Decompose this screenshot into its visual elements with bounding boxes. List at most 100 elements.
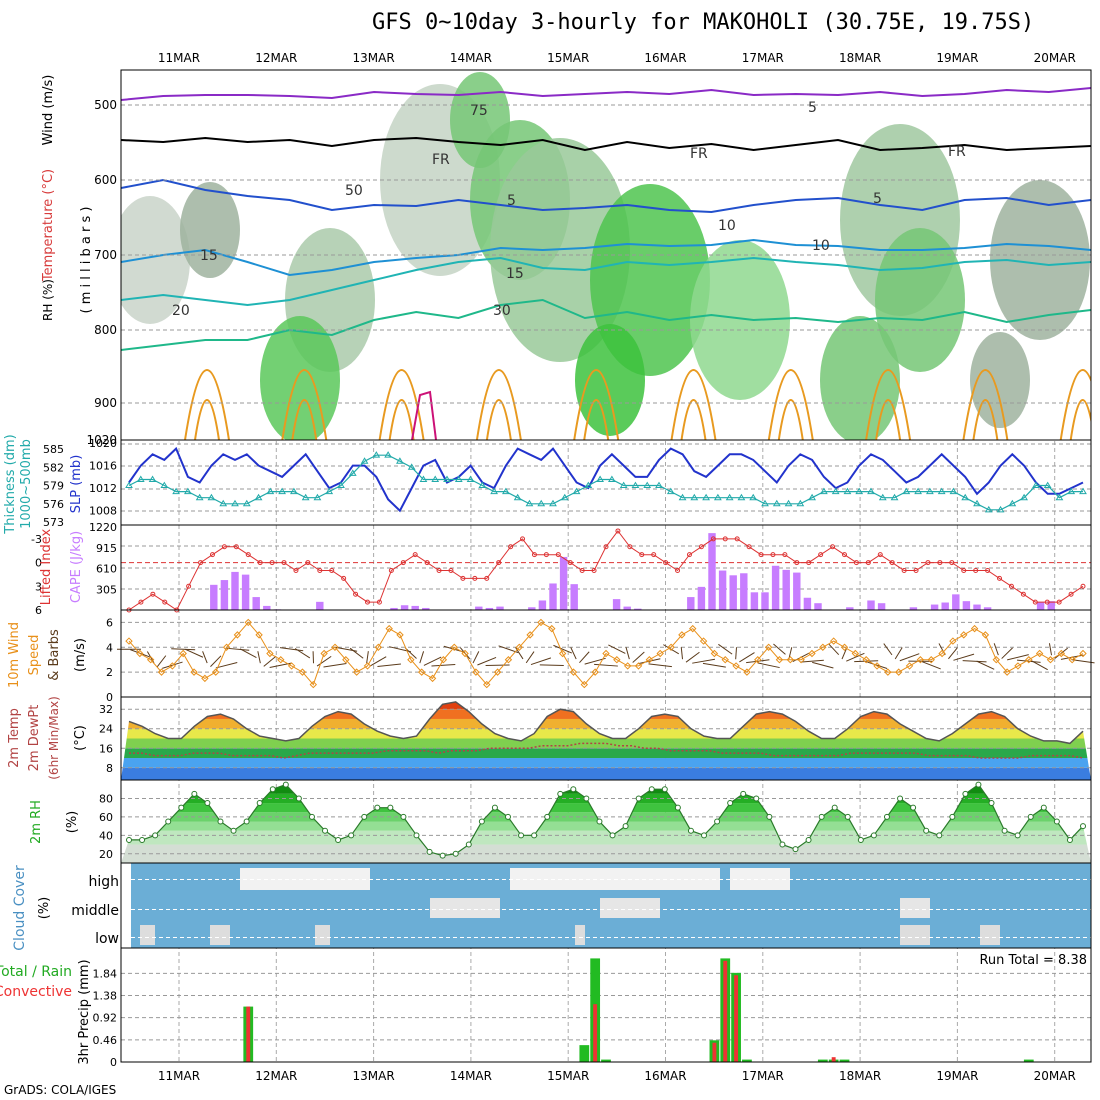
wind-barb <box>685 651 700 663</box>
wind-barb <box>648 663 672 668</box>
lifted-index-point <box>353 591 359 597</box>
pressure-tick: 700 <box>94 248 117 262</box>
lifted-index-point <box>746 544 752 550</box>
warm-contour <box>670 369 717 440</box>
wind-barb <box>962 660 987 663</box>
slp-tick: 1016 <box>89 460 117 473</box>
lifted-index-point <box>949 560 955 566</box>
thickness-point <box>890 493 899 501</box>
rh-point <box>988 800 995 807</box>
warm-contour <box>865 369 912 440</box>
lifted-index-point <box>913 567 919 573</box>
axis-label-2m-rh: 2m RH <box>29 800 44 844</box>
wind-barb <box>680 647 684 660</box>
wind-speed-point <box>1025 656 1033 664</box>
thickness-point <box>702 493 710 501</box>
rh-point <box>426 848 433 855</box>
thickness-point <box>619 481 628 489</box>
warm-contour <box>1069 399 1091 440</box>
wind-barb <box>866 661 888 669</box>
precip-convective-bar <box>246 1006 251 1062</box>
wind-barb <box>594 663 618 667</box>
wind-barb <box>883 643 893 656</box>
lifted-index-point <box>388 567 394 573</box>
thickness-point <box>772 499 781 507</box>
wind-barb <box>156 655 167 668</box>
wind-speed-point <box>450 643 458 651</box>
thickness-point <box>961 493 970 501</box>
axis-label-wind: Wind (m/s) <box>41 75 56 146</box>
wind-barb <box>515 647 524 660</box>
panel-frame <box>120 947 1092 1063</box>
cape-bar <box>1036 601 1045 610</box>
thickness-point <box>596 475 604 482</box>
rh-point <box>191 790 198 797</box>
thickness-point <box>1032 481 1040 489</box>
wind-speed-point <box>667 643 675 651</box>
rh-point <box>687 827 694 834</box>
date-label-top: 13MAR <box>353 51 395 65</box>
axis-label-slp: SLP (mb) <box>69 455 84 514</box>
cloud-low <box>575 925 585 945</box>
thickness-point <box>843 487 852 495</box>
wind-barb <box>718 643 733 655</box>
thickness-point <box>301 493 310 501</box>
wind-speed-point <box>1035 649 1044 658</box>
wind-speed-point <box>732 662 740 670</box>
wind-barb <box>757 662 780 669</box>
date-label-top: 11MAR <box>158 51 200 65</box>
rh-shade <box>575 324 645 436</box>
pressure-tick: 500 <box>94 98 117 112</box>
axis-label-cape: CAPE (J/kg) <box>69 531 84 603</box>
thickness-tick: 585 <box>43 443 64 456</box>
rh-point <box>230 827 237 834</box>
wind-speed-point <box>645 656 654 664</box>
precip-tick: 0 <box>110 1056 117 1069</box>
wind-speed-point <box>558 649 567 658</box>
temp-tick: 24 <box>99 723 113 736</box>
date-label-bottom: 17MAR <box>742 1069 784 1083</box>
axis-label-millibars: ( m i l l i b a r s ) <box>79 207 94 314</box>
thickness-point <box>502 487 510 495</box>
thickness-tick: 576 <box>43 498 64 511</box>
wind-barb <box>423 656 442 666</box>
wind-speed-point <box>797 656 805 664</box>
lifted-index-point <box>853 560 859 566</box>
wind-barb <box>210 655 222 667</box>
rh-tick: 20 <box>99 848 113 861</box>
wind-speed-point <box>439 656 448 664</box>
wind-barb <box>921 661 941 670</box>
contour-label: 10 <box>812 238 830 254</box>
wind-speed-point <box>298 668 307 676</box>
cape-bar <box>220 580 229 610</box>
thickness-point <box>690 493 699 501</box>
temp-tick: 8 <box>106 762 113 775</box>
rh-tick: 40 <box>99 829 113 842</box>
slp-tick: 1008 <box>89 505 117 518</box>
thickness-point <box>431 475 440 482</box>
wind-barb <box>316 655 332 667</box>
lifted-index-point <box>639 552 645 558</box>
cape-bar <box>496 606 504 610</box>
thickness-point <box>655 481 663 489</box>
wind-speed-point <box>678 631 686 639</box>
wind-speed-point <box>168 662 177 670</box>
wind-speed-point <box>146 656 155 664</box>
lifted-index-point <box>1020 591 1026 597</box>
cape-tick: 1220 <box>89 521 117 534</box>
precip-total-bar <box>1023 1059 1034 1062</box>
lifted-index-point <box>400 560 406 566</box>
temp-fill <box>121 701 1091 780</box>
wind-speed-point <box>277 656 285 664</box>
axis-label-2m-temp: 2m Temp <box>7 708 22 768</box>
thickness-point <box>454 475 463 482</box>
lifted-index-point <box>305 560 311 566</box>
rh-point <box>295 795 302 802</box>
rh-point <box>282 781 289 788</box>
wind-barb <box>948 647 958 660</box>
axis-label-2m-dewpt: 2m DewPt <box>27 705 42 772</box>
wind-barb <box>263 655 277 667</box>
rh-point <box>975 781 982 788</box>
date-label-top: 15MAR <box>547 51 589 65</box>
legend-convective: Convective <box>0 984 72 1000</box>
